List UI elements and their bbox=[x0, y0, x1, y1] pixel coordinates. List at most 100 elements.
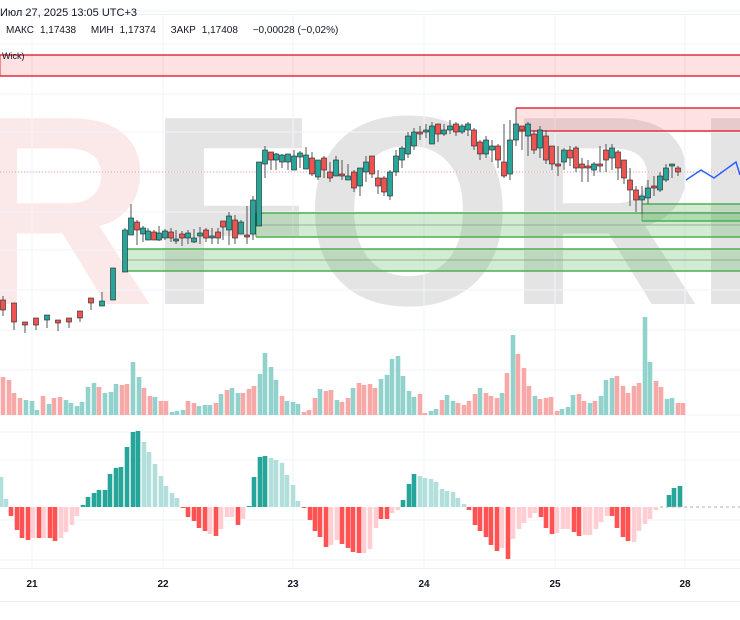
histogram-bar bbox=[169, 493, 175, 507]
histogram-bar bbox=[47, 507, 53, 538]
demand-zone[interactable] bbox=[641, 203, 740, 222]
candle bbox=[250, 196, 256, 240]
histogram-bar bbox=[339, 507, 345, 544]
volume-bar bbox=[603, 380, 609, 415]
histogram-bar bbox=[642, 507, 648, 524]
histogram-bar bbox=[494, 507, 500, 551]
volume-bar bbox=[389, 359, 395, 415]
candle bbox=[297, 151, 303, 168]
histogram-bar bbox=[361, 507, 367, 553]
histogram-bar bbox=[461, 504, 467, 507]
histogram-bar bbox=[439, 489, 445, 507]
volume-bar bbox=[34, 410, 40, 415]
candle bbox=[44, 314, 50, 328]
candle bbox=[22, 321, 28, 333]
candle bbox=[543, 130, 549, 164]
histogram-bar bbox=[677, 486, 683, 507]
histogram-bar bbox=[356, 507, 362, 553]
candle bbox=[145, 228, 151, 241]
histogram-bar bbox=[345, 507, 351, 548]
volume-bar bbox=[526, 386, 532, 415]
volume-bar bbox=[174, 411, 180, 415]
candle bbox=[507, 120, 513, 180]
volume-bar bbox=[224, 390, 230, 415]
histogram-bar bbox=[74, 507, 80, 516]
histogram-bar bbox=[373, 507, 379, 528]
candle bbox=[447, 120, 453, 134]
histogram-bar bbox=[455, 498, 461, 507]
histogram-bar bbox=[196, 507, 202, 528]
histogram-bar bbox=[389, 507, 395, 513]
volume-bar bbox=[477, 388, 483, 415]
candle bbox=[191, 229, 197, 243]
volume-bar bbox=[428, 411, 434, 415]
volume-bar bbox=[0, 377, 6, 415]
histogram-bar bbox=[554, 507, 560, 533]
volume-bar bbox=[565, 407, 571, 415]
demand-zone[interactable] bbox=[255, 212, 740, 238]
candle bbox=[209, 228, 215, 244]
x-tick-label: 21 bbox=[26, 579, 38, 590]
candle bbox=[663, 164, 669, 182]
histogram-bar bbox=[191, 507, 197, 521]
histogram-bar bbox=[395, 507, 401, 510]
histogram-bar bbox=[472, 507, 478, 525]
volume-bar bbox=[147, 396, 153, 415]
histogram-bar bbox=[63, 507, 69, 532]
histogram-bar bbox=[246, 506, 252, 507]
volume-bar bbox=[406, 391, 412, 415]
volume-bar bbox=[653, 381, 659, 415]
histogram-bar bbox=[146, 452, 152, 507]
volume-bar bbox=[163, 401, 169, 415]
candle bbox=[615, 150, 621, 180]
volume-bar bbox=[483, 393, 489, 415]
volume-bar bbox=[290, 402, 296, 415]
volume-bar bbox=[91, 383, 97, 415]
volume-bar bbox=[664, 399, 670, 415]
histogram-bar bbox=[14, 507, 20, 530]
histogram-bar bbox=[229, 507, 235, 517]
histogram-bar bbox=[19, 507, 25, 538]
histogram-bar bbox=[334, 507, 340, 540]
volume-bar bbox=[417, 394, 423, 415]
time-axis[interactable]: 21 22 23 24 25 28 bbox=[0, 568, 740, 602]
volume-bar bbox=[384, 375, 390, 415]
volume-bar bbox=[202, 405, 208, 415]
supply-zone[interactable] bbox=[0, 54, 740, 77]
volume-bar bbox=[636, 383, 642, 415]
candle bbox=[173, 230, 179, 244]
volume-bar bbox=[207, 405, 213, 415]
volume-bar bbox=[466, 401, 472, 415]
candle bbox=[621, 159, 627, 184]
volume-bar bbox=[68, 403, 74, 415]
volume-bar bbox=[647, 362, 653, 415]
volume-bar bbox=[570, 395, 576, 415]
supply-zone[interactable] bbox=[515, 107, 740, 132]
volume-bar bbox=[411, 397, 417, 415]
candle bbox=[291, 150, 297, 171]
histogram-bar bbox=[262, 456, 268, 507]
candle bbox=[345, 164, 351, 181]
volume-bar bbox=[361, 385, 367, 415]
candle bbox=[232, 215, 238, 244]
candle bbox=[645, 180, 651, 204]
volume-bar bbox=[532, 396, 538, 415]
volume-bar bbox=[102, 393, 108, 415]
candle bbox=[256, 161, 262, 227]
candle bbox=[285, 153, 291, 170]
demand-zone[interactable] bbox=[124, 248, 740, 272]
histogram-bar bbox=[666, 495, 672, 507]
candle bbox=[99, 292, 105, 307]
histogram-bar bbox=[417, 476, 423, 507]
candle bbox=[151, 230, 157, 241]
volume-bar bbox=[504, 373, 510, 415]
volume-bar bbox=[658, 387, 664, 415]
volume-bar bbox=[262, 353, 268, 415]
histogram-bar bbox=[312, 507, 318, 531]
volume-bar bbox=[339, 402, 345, 415]
histogram-bar bbox=[598, 507, 604, 522]
histogram-bar bbox=[130, 432, 136, 507]
volume-bar bbox=[450, 401, 456, 415]
volume-bar bbox=[130, 362, 136, 415]
